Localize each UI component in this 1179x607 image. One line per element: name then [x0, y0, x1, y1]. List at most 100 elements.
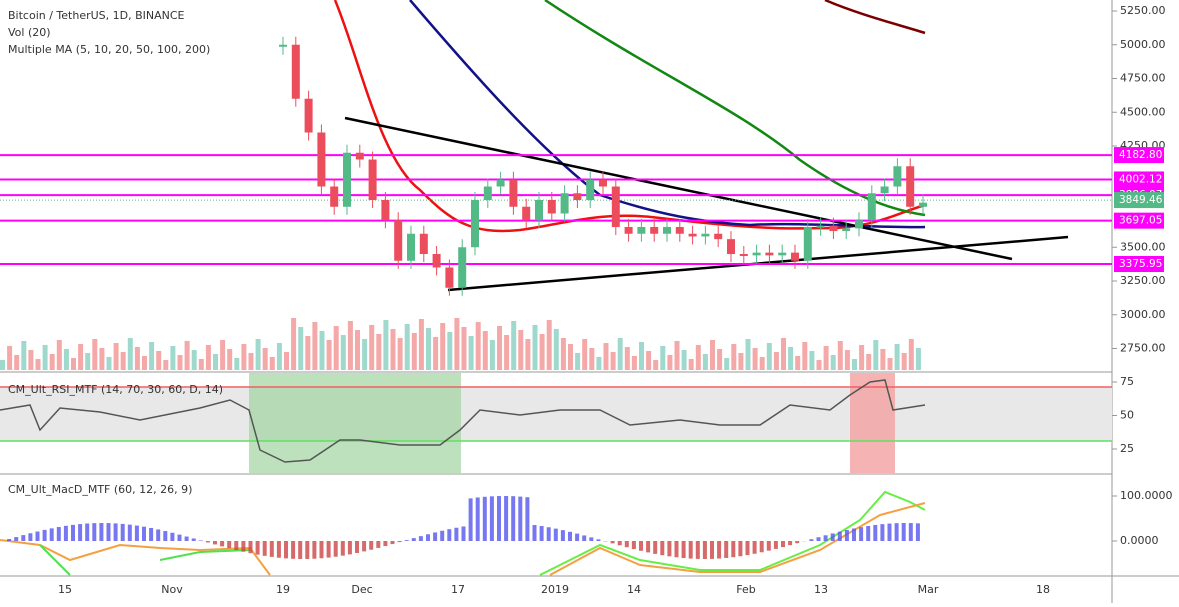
candle [497, 180, 505, 187]
volume-bar [760, 357, 765, 370]
candle [561, 193, 569, 213]
volume-bar [348, 321, 353, 370]
macd-hist [447, 529, 451, 541]
volume-bar [327, 340, 332, 370]
candle [919, 203, 927, 207]
volume-bar [178, 355, 183, 370]
macd-hist [57, 527, 61, 541]
macd-hist [163, 531, 167, 541]
macd-hist [355, 541, 359, 553]
macd-hist [454, 528, 458, 541]
volume-bar [859, 345, 864, 370]
macd-hist [817, 537, 821, 541]
volume-bar [462, 327, 467, 370]
volume-bar [433, 337, 438, 370]
volume-bar [675, 341, 680, 370]
macd-hist [554, 529, 558, 541]
volume-bar [703, 354, 708, 370]
volume-bar [753, 348, 758, 370]
volume-bar [298, 327, 303, 370]
volume-bar [71, 358, 76, 370]
macd-hist [78, 524, 82, 541]
macd-hist [114, 523, 118, 541]
volume-bar [419, 319, 424, 370]
macd-hist [334, 541, 338, 557]
macd-hist [788, 541, 792, 545]
macd-hist [902, 523, 906, 541]
indicator-label: CM_Ult_MacD_MTF (60, 12, 26, 9) [8, 483, 192, 496]
macd-hist [873, 525, 877, 541]
volume-bar [192, 350, 197, 370]
candle [343, 153, 351, 207]
volume-bar [376, 334, 381, 370]
volume-bar [660, 346, 665, 370]
macd-hist [327, 541, 331, 558]
macd-hist [50, 528, 54, 541]
volume-bar [391, 329, 396, 370]
candle [804, 227, 812, 261]
volume-bar [21, 341, 26, 370]
x-tick-label: Nov [161, 583, 183, 596]
candle [381, 200, 389, 220]
candle [292, 45, 300, 99]
candle [714, 234, 722, 239]
macd-hist [305, 541, 309, 559]
macd-hist [675, 541, 679, 557]
candle [868, 193, 876, 220]
macd-hist [206, 541, 210, 542]
volume-bar [795, 356, 800, 370]
macd-hist [256, 541, 260, 555]
macd-hist [170, 533, 174, 541]
macd-hist [738, 541, 742, 556]
macd-hist [625, 541, 629, 547]
volume-bar [540, 334, 545, 370]
macd-hist [156, 529, 160, 541]
macd-hist [582, 535, 586, 541]
volume-bar [249, 353, 254, 370]
candle [676, 227, 684, 234]
macd-hist [717, 541, 721, 559]
x-tick-label: Feb [736, 583, 755, 596]
volume-bar [447, 332, 452, 370]
macd-hist [866, 526, 870, 541]
x-tick-label: 19 [276, 583, 290, 596]
volume-bar [220, 340, 225, 370]
volume-bar [518, 330, 523, 370]
macd-hist [419, 536, 423, 541]
volume-bar [838, 341, 843, 370]
macd-hist [888, 524, 892, 541]
volume-bar [213, 354, 218, 370]
macd-hist [483, 497, 487, 541]
volume-bar [845, 350, 850, 370]
macd-hist [667, 541, 671, 556]
volume-bar [440, 323, 445, 370]
volume-bar [710, 340, 715, 370]
macd-hist [213, 541, 217, 544]
volume-bar [36, 359, 41, 370]
macd-hist [909, 523, 913, 541]
indicator-label: Vol (20) [8, 26, 51, 39]
macd-hist [561, 530, 565, 541]
indicator-label: Multiple MA (5, 10, 20, 50, 100, 200) [8, 43, 210, 56]
macd-hist [710, 541, 714, 559]
volume-bar [291, 318, 296, 370]
candle [394, 220, 402, 261]
volume-bar [170, 346, 175, 370]
volume-bar [305, 336, 310, 370]
price-label: 4002.12 [1119, 173, 1162, 185]
macd-hist [128, 525, 132, 541]
volume-bar [824, 346, 829, 370]
x-tick-label: 14 [627, 583, 641, 596]
macd-hist [696, 541, 700, 559]
volume-bar [362, 339, 367, 370]
candle [855, 220, 863, 228]
y-tick-label: 5250.00 [1120, 4, 1166, 17]
volume-bar [50, 354, 55, 370]
volume-bar [149, 342, 154, 370]
volume-bar [888, 358, 893, 370]
macd-hist [838, 532, 842, 541]
macd-hist [142, 527, 146, 541]
volume-bar [369, 325, 374, 370]
volume-bar [902, 353, 907, 370]
